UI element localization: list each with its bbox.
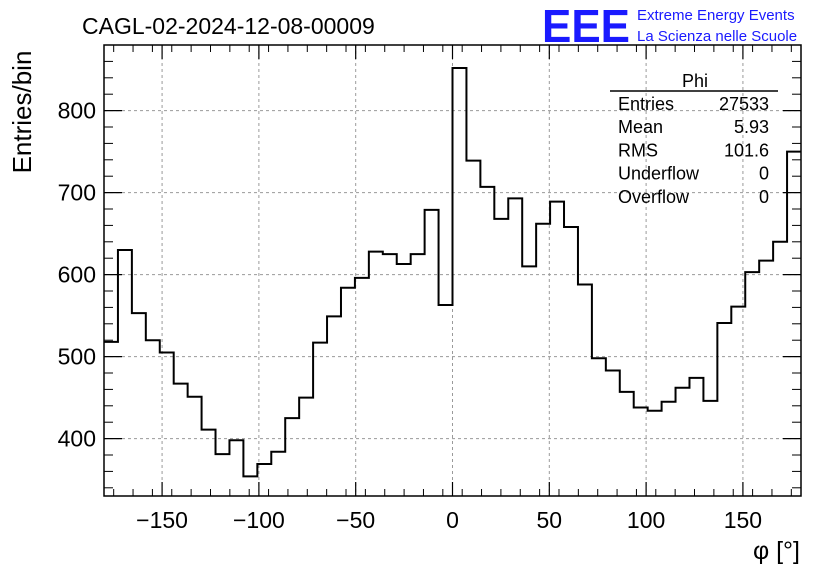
eee-logo: EEE Extreme Energy Events La Scienza nel… xyxy=(542,0,797,52)
logo-line-2: La Scienza nelle Scuole xyxy=(637,28,797,45)
stats-value: 5.93 xyxy=(734,117,769,137)
stats-label: Overflow xyxy=(618,187,690,207)
x-tick-label: 50 xyxy=(537,507,563,533)
y-tick-label: 600 xyxy=(58,262,96,288)
x-axis-ticks: −150 −100 −50 0 50 100 150 xyxy=(113,45,792,533)
x-tick-label: 100 xyxy=(627,507,665,533)
x-tick-label: 150 xyxy=(724,507,762,533)
stats-label: Mean xyxy=(618,117,663,137)
logo-mark: EEE xyxy=(542,0,630,52)
y-tick-label: 500 xyxy=(58,344,96,370)
logo-line-1: Extreme Energy Events xyxy=(637,7,795,24)
y-tick-label: 800 xyxy=(58,98,96,124)
y-axis-label: Entries/bin xyxy=(7,51,37,174)
x-tick-label: −150 xyxy=(136,507,188,533)
x-tick-label: −100 xyxy=(233,507,285,533)
stats-value: 27533 xyxy=(719,94,769,114)
y-tick-label: 400 xyxy=(58,426,96,452)
stats-value: 101.6 xyxy=(724,140,769,160)
stats-title: Phi xyxy=(682,71,708,91)
stats-value: 0 xyxy=(759,187,769,207)
stats-value: 0 xyxy=(759,164,769,184)
stats-label: Underflow xyxy=(618,164,700,184)
stats-box: Phi Entries 27533 Mean 5.93 RMS 101.6 Underflo… xyxy=(610,71,778,207)
x-axis-label: φ [°] xyxy=(753,537,800,565)
x-tick-label: −50 xyxy=(336,507,375,533)
stats-label: Entries xyxy=(618,94,674,114)
y-tick-label: 700 xyxy=(58,180,96,206)
chart-title: CAGL-02-2024-12-08-00009 xyxy=(82,13,375,39)
y-axis-ticks: 400 500 600 700 800 xyxy=(58,44,801,489)
stats-label: RMS xyxy=(618,140,658,160)
stats-rows: Entries 27533 Mean 5.93 RMS 101.6 Underflow 0 Ov… xyxy=(618,94,769,207)
histogram-line xyxy=(104,66,801,478)
x-tick-label: 0 xyxy=(446,507,459,533)
